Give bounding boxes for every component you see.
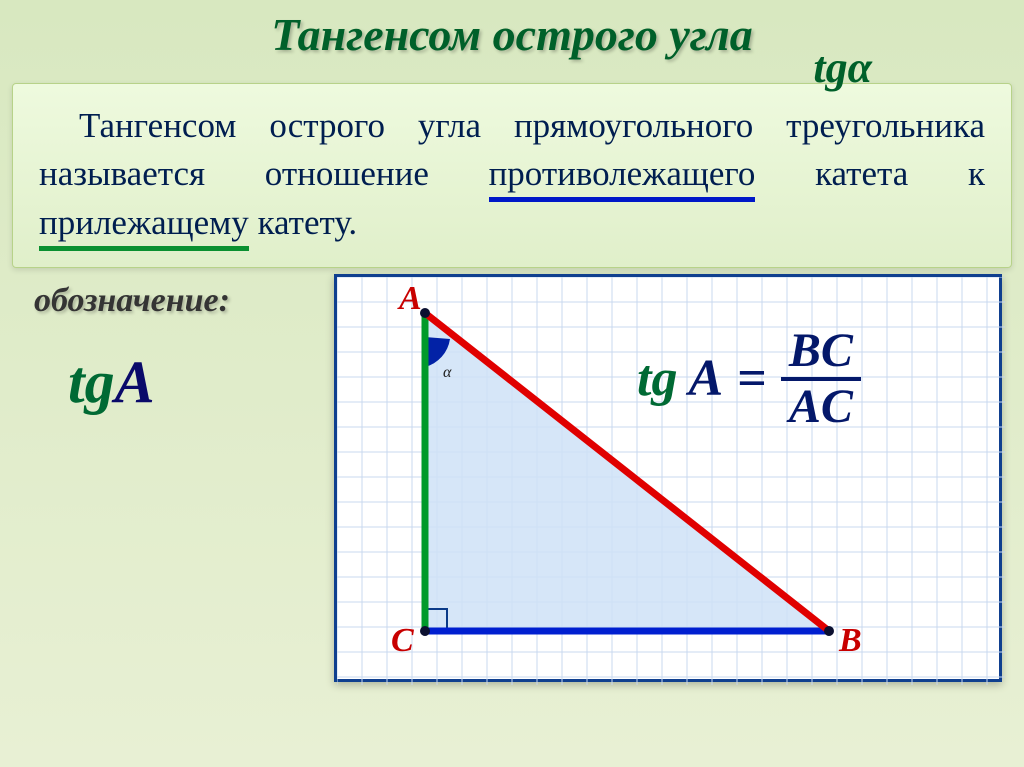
title-bar: Тангенсом острого угла tgα bbox=[0, 0, 1024, 65]
a-text: A bbox=[115, 349, 155, 415]
point-b bbox=[824, 626, 834, 636]
tg-a-notation: tgA bbox=[68, 348, 155, 417]
formula-numerator: BC bbox=[781, 325, 861, 377]
formula-denominator: AC bbox=[781, 381, 861, 433]
label-b: B bbox=[838, 622, 862, 659]
slide: Тангенсом острого угла tgα Тангенсом ост… bbox=[0, 0, 1024, 767]
formula-equals: = bbox=[737, 349, 767, 408]
formula-a: A bbox=[677, 350, 723, 407]
tg-text: tg bbox=[68, 349, 115, 415]
def-part2: катета к bbox=[755, 154, 985, 193]
formula-tg-text: tg bbox=[637, 350, 677, 407]
formula-tg-a: tg A = BC AC bbox=[637, 325, 861, 433]
label-a: A bbox=[397, 280, 422, 317]
formula-tg: tg A bbox=[637, 349, 723, 408]
label-c: C bbox=[391, 622, 414, 659]
point-c bbox=[420, 626, 430, 636]
angle-alpha-text: α bbox=[443, 364, 452, 381]
page-title: Тангенсом острого угла bbox=[271, 8, 753, 61]
definition-box: Тангенсом острого угла прямоугольного тр… bbox=[12, 83, 1012, 268]
def-underlined-opposite: противолежащего bbox=[489, 154, 756, 202]
def-underlined-adjacent: прилежащему bbox=[39, 203, 249, 251]
formula-fraction: BC AC bbox=[781, 325, 861, 433]
notation-label: обозначение: bbox=[34, 282, 230, 320]
triangle-diagram: α A B C tg A = BC AC bbox=[334, 274, 1002, 682]
lower-area: обозначение: tgA α A B C bbox=[0, 278, 1024, 678]
tg-alpha-label: tgα bbox=[813, 42, 872, 93]
def-part3: катету. bbox=[249, 203, 357, 242]
